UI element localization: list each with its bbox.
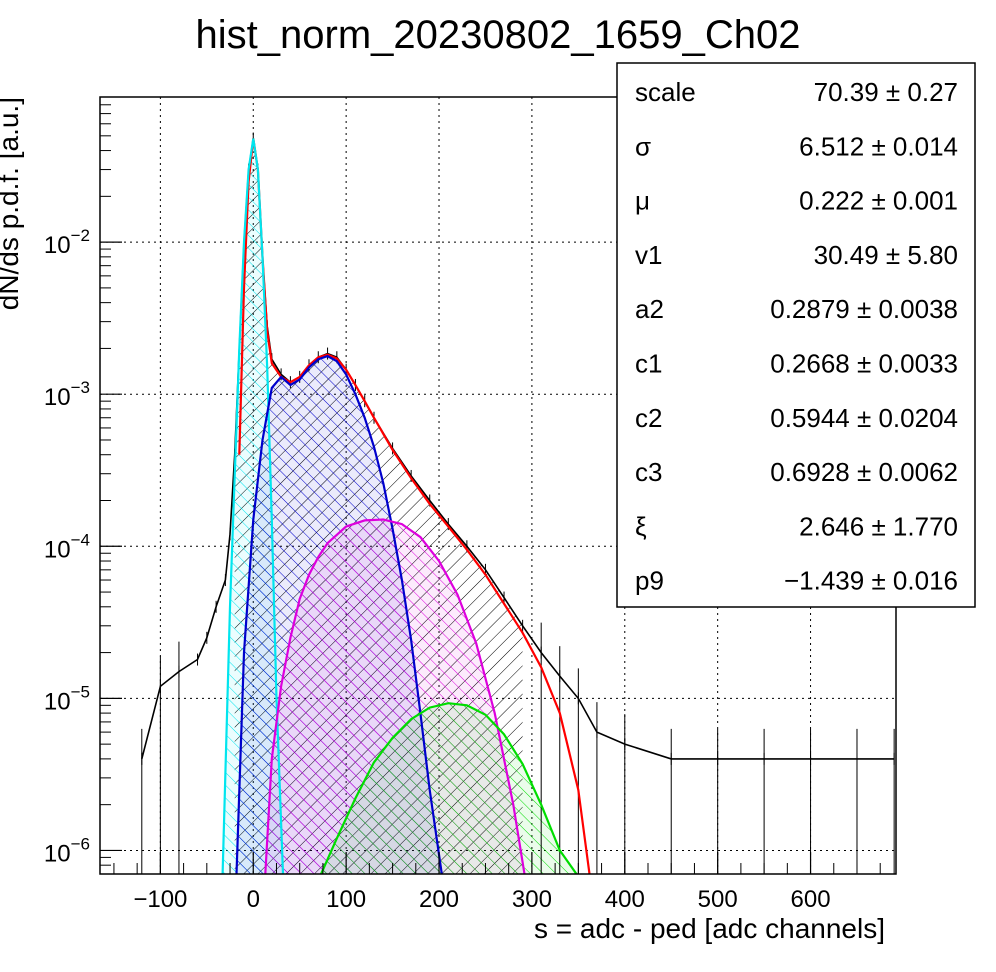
component-fills xyxy=(222,138,577,874)
stat-value: −1.439 ± 0.016 xyxy=(784,566,958,596)
stat-name: a2 xyxy=(635,294,664,324)
stats-box-frame xyxy=(616,62,976,608)
stat-name: c3 xyxy=(635,457,662,487)
histogram-line xyxy=(141,132,895,874)
stat-name: v1 xyxy=(635,240,662,270)
series-4-curve xyxy=(320,702,578,874)
stat-value: 2.646 ± 1.770 xyxy=(799,511,958,541)
series-3-curve xyxy=(264,518,526,874)
x-tick-label: 300 xyxy=(512,886,552,913)
stat-name: c1 xyxy=(635,349,662,379)
fit-parameters-box: scale 70.39 ± 0.27 σ 6.512 ± 0.014 μ 0.222 ± … xyxy=(616,62,976,608)
x-tick-label: 500 xyxy=(698,886,738,913)
y-axis-ticks: 10−6 10−5 10−4 10−3 10−2 xyxy=(44,96,122,875)
x-tick-label: 400 xyxy=(605,886,645,913)
stat-value: 0.2879 ± 0.0038 xyxy=(770,294,958,324)
x-tick-label: −100 xyxy=(133,886,187,913)
y-tick-label: 10−6 xyxy=(44,834,90,867)
stat-name: σ xyxy=(635,131,651,161)
stat-name: ξ xyxy=(635,511,647,541)
y-tick-label: 10−5 xyxy=(44,682,90,715)
series-4-hatch xyxy=(321,703,577,874)
stat-value: 70.39 ± 0.27 xyxy=(814,77,958,107)
stat-name: μ xyxy=(635,186,650,216)
stat-value: 6.512 ± 0.014 xyxy=(799,131,958,161)
y-axis-label: dN/ds p.d.f. [a.u.] xyxy=(0,97,24,310)
stat-name: p9 xyxy=(635,566,664,596)
stat-value: 0.222 ± 0.001 xyxy=(799,186,958,216)
x-tick-label: 100 xyxy=(326,886,366,913)
series-1-curve xyxy=(221,138,285,874)
x-tick-label: 0 xyxy=(247,886,260,913)
x-tick-label: 600 xyxy=(791,886,831,913)
y-tick-label: 10−2 xyxy=(44,226,90,259)
stat-value: 0.2668 ± 0.0033 xyxy=(770,349,958,379)
series-2-curve xyxy=(235,354,443,874)
x-axis-label: s = adc - ped [adc channels] xyxy=(534,913,885,944)
y-tick-label: 10−4 xyxy=(44,530,90,563)
x-axis-ticks: −100 0 100 200 300 400 500 600 xyxy=(113,852,881,913)
y-tick-label: 10−3 xyxy=(44,378,90,411)
stat-value: 0.5944 ± 0.0204 xyxy=(770,403,958,433)
component-lines xyxy=(221,138,591,874)
stat-name: c2 xyxy=(635,403,662,433)
chart-title: hist_norm_20230802_1659_Ch02 xyxy=(196,13,801,57)
stat-value: 30.49 ± 5.80 xyxy=(814,240,958,270)
stat-value: 0.6928 ± 0.0062 xyxy=(770,457,958,487)
stat-name: scale xyxy=(635,77,696,107)
x-tick-label: 200 xyxy=(419,886,459,913)
